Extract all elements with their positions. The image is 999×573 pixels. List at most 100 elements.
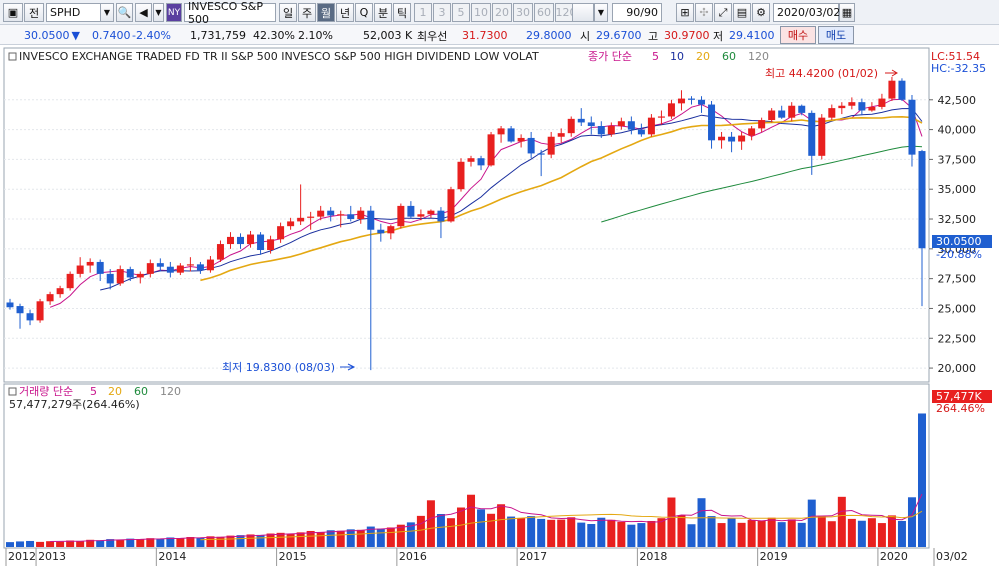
- volume-bar: [356, 529, 365, 547]
- date-field[interactable]: 2020/03/02: [773, 3, 840, 22]
- volume-bar: [76, 540, 85, 547]
- volume-bar: [727, 518, 736, 547]
- candle-body: [698, 99, 706, 105]
- volume-bar: [487, 513, 496, 547]
- volume-bar: [116, 539, 125, 547]
- interval-button-5[interactable]: 5: [452, 3, 470, 22]
- x-tick-label: 2012: [8, 550, 36, 563]
- volume-bar: [717, 523, 726, 547]
- volume-bar: [897, 520, 906, 547]
- period-button-5[interactable]: 분: [374, 3, 392, 22]
- gear-icon[interactable]: ⚙: [752, 3, 770, 22]
- volume-bar: [386, 527, 395, 547]
- panel-box-icon[interactable]: [8, 52, 17, 61]
- bid-price: 31.7300: [462, 29, 508, 42]
- volume-bar: [186, 537, 195, 547]
- last-volume-tag-text: 57,477K: [936, 390, 982, 403]
- period-button-2[interactable]: 월: [317, 3, 335, 22]
- price-tick-label: 35,000: [938, 183, 977, 196]
- candle-body: [66, 273, 74, 289]
- ma-line-20: [200, 115, 923, 282]
- symbol-dropdown-chevron-icon[interactable]: ▼: [100, 3, 114, 22]
- volume-bar: [296, 532, 305, 547]
- buy-button[interactable]: 매수: [780, 26, 816, 44]
- candle-body: [427, 210, 435, 215]
- candle-body: [287, 221, 295, 227]
- candle-body: [337, 214, 345, 216]
- volume-bar: [316, 532, 325, 547]
- count-field[interactable]: 90/90: [612, 3, 662, 22]
- candle-body: [36, 301, 44, 321]
- candle-body: [718, 136, 726, 141]
- save-icon[interactable]: ▤: [733, 3, 751, 22]
- volume-legend-period: 120: [160, 385, 181, 398]
- volume-bar: [797, 522, 806, 547]
- menu-icon[interactable]: ▣: [3, 3, 23, 22]
- currency-label-button[interactable]: 전: [24, 3, 44, 22]
- exchange-badge: NY: [166, 3, 182, 22]
- ma-legend-period: 20: [696, 50, 710, 63]
- grid-icon[interactable]: ⊞: [676, 3, 694, 22]
- volume-bar: [346, 529, 355, 547]
- interval-button-10[interactable]: 10: [471, 3, 491, 22]
- candlestick-chart[interactable]: 42,50040,00037,50035,00032,50030,00027,5…: [0, 46, 999, 570]
- period-button-4[interactable]: Q: [355, 3, 373, 22]
- candle-body: [467, 158, 475, 162]
- chart-toggle-icon[interactable]: ⤢: [714, 3, 732, 22]
- search-icon[interactable]: 🔍: [116, 3, 133, 22]
- period-button-6[interactable]: 틱: [393, 3, 411, 22]
- interval-button-1[interactable]: 1: [414, 3, 432, 22]
- volume-bar: [587, 524, 596, 547]
- lc-label: LC:51.54: [931, 50, 980, 63]
- interval-button-3[interactable]: 3: [433, 3, 451, 22]
- sell-button[interactable]: 매도: [818, 26, 854, 44]
- chart-area[interactable]: 42,500 40,000 37,500 35,000 32,500 30,000 27,5…: [0, 46, 999, 570]
- interval-button-60[interactable]: 60: [534, 3, 554, 22]
- x-tick-label: 2017: [519, 550, 547, 563]
- candle-body: [46, 294, 54, 302]
- candle-body: [868, 106, 876, 111]
- candle-body: [738, 135, 746, 142]
- candle-body: [848, 102, 856, 106]
- candle-body: [297, 217, 305, 222]
- volume-panel-box-icon[interactable]: [8, 387, 17, 396]
- period-button-3[interactable]: 년: [336, 3, 354, 22]
- candle-body: [497, 128, 505, 135]
- volume-bar: [156, 538, 165, 547]
- volume-bar: [497, 504, 506, 547]
- low-price: 29.4100: [729, 29, 775, 42]
- volume-bar: [647, 520, 656, 547]
- candle-body: [156, 263, 164, 267]
- volume-bar: [416, 515, 425, 547]
- volume-bar: [276, 532, 285, 547]
- volume-bar: [767, 517, 776, 547]
- period-button-0[interactable]: 일: [279, 3, 297, 22]
- price-value: 30.0500: [24, 29, 70, 42]
- candle-body: [317, 210, 325, 217]
- candle-body: [667, 103, 675, 117]
- candle-body: [437, 210, 445, 222]
- interval-button-20[interactable]: 20: [492, 3, 512, 22]
- candle-body: [828, 108, 836, 118]
- interval-dropdown-chevron-icon[interactable]: ▼: [594, 3, 608, 22]
- interval-button-30[interactable]: 30: [513, 3, 533, 22]
- period-button-1[interactable]: 주: [298, 3, 316, 22]
- volume-bar: [66, 540, 75, 547]
- candle-body: [186, 264, 194, 266]
- speaker-icon[interactable]: ◀: [135, 3, 152, 22]
- volume-bar: [336, 530, 345, 547]
- interval-field[interactable]: [572, 3, 594, 22]
- volume-bar: [96, 540, 105, 547]
- candle-body: [307, 216, 315, 218]
- interval-button-120[interactable]: 120: [555, 3, 577, 22]
- speaker-dropdown-chevron-icon[interactable]: ▼: [153, 3, 164, 22]
- candle-body: [447, 189, 455, 222]
- symbol-input[interactable]: SPHD: [46, 3, 114, 22]
- candle-body: [547, 136, 555, 155]
- last-price-tag-text: 30.0500: [936, 235, 982, 248]
- calendar-icon[interactable]: ▦: [839, 3, 855, 22]
- candle-body: [407, 205, 415, 217]
- security-name-field: INVESCO S&P 500: [184, 0, 276, 26]
- arrows-icon[interactable]: ✣: [695, 3, 713, 22]
- ma-line-10: [100, 107, 923, 291]
